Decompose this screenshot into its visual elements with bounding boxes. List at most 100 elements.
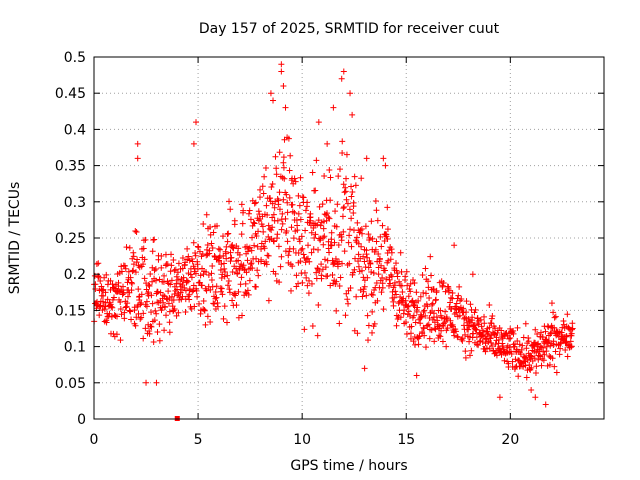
- data-point: [442, 288, 449, 295]
- data-point: [301, 326, 308, 333]
- data-point: [461, 331, 468, 338]
- data-point: [380, 306, 387, 313]
- data-point: [558, 329, 565, 336]
- data-point: [95, 274, 102, 281]
- data-point: [256, 211, 263, 218]
- data-point: [123, 244, 130, 251]
- data-point: [293, 272, 300, 279]
- data-point: [523, 374, 530, 381]
- data-point: [247, 216, 254, 223]
- data-point: [149, 248, 156, 255]
- data-point: [248, 247, 255, 254]
- data-point: [403, 331, 410, 338]
- data-point: [522, 320, 529, 327]
- data-point: [232, 292, 239, 299]
- data-point: [281, 175, 288, 182]
- data-point: [142, 325, 149, 332]
- data-point: [379, 284, 386, 291]
- data-point: [203, 269, 210, 276]
- data-point: [218, 261, 225, 268]
- data-point: [413, 308, 420, 315]
- data-point: [258, 256, 265, 263]
- data-point: [310, 246, 317, 253]
- data-point: [168, 277, 175, 284]
- data-point: [117, 337, 124, 344]
- data-point: [477, 316, 484, 323]
- data-point: [536, 352, 543, 359]
- data-point: [426, 335, 433, 342]
- data-point: [452, 328, 459, 335]
- data-point: [212, 295, 219, 302]
- data-point: [108, 303, 115, 310]
- data-point: [534, 330, 541, 337]
- data-point: [562, 346, 569, 353]
- data-point: [192, 250, 199, 257]
- data-point: [173, 286, 180, 293]
- data-point: [234, 270, 241, 277]
- data-point: [268, 184, 275, 191]
- data-point: [415, 341, 422, 348]
- data-point: [402, 297, 409, 304]
- data-point: [362, 223, 369, 230]
- data-point: [549, 355, 556, 362]
- data-point: [445, 289, 452, 296]
- data-point: [487, 335, 494, 342]
- data-point: [373, 280, 380, 287]
- data-point: [546, 353, 553, 360]
- data-point: [145, 289, 152, 296]
- data-point: [211, 253, 218, 260]
- data-point: [434, 317, 441, 324]
- data-point: [162, 251, 169, 258]
- data-point: [379, 274, 386, 281]
- data-point: [481, 313, 488, 320]
- data-point: [473, 326, 480, 333]
- data-point: [121, 315, 128, 322]
- data-point: [496, 394, 503, 401]
- data-point: [208, 240, 215, 247]
- data-point: [358, 243, 365, 250]
- data-point: [125, 268, 132, 275]
- data-point: [97, 277, 104, 284]
- data-point: [456, 312, 463, 319]
- data-point: [326, 166, 333, 173]
- data-point: [194, 243, 201, 250]
- data-point: [287, 287, 294, 294]
- data-point: [422, 312, 429, 319]
- data-point: [282, 104, 289, 111]
- data-point: [447, 299, 454, 306]
- data-point: [539, 333, 546, 340]
- data-point: [383, 231, 390, 238]
- data-point: [303, 274, 310, 281]
- data-point: [138, 300, 145, 307]
- data-point: [193, 119, 199, 126]
- data-point: [115, 283, 122, 290]
- data-point: [449, 295, 456, 302]
- data-point: [378, 289, 385, 296]
- data-point: [374, 217, 381, 224]
- data-point: [370, 270, 377, 277]
- data-point: [515, 373, 522, 380]
- data-point: [207, 224, 214, 231]
- data-point: [472, 306, 479, 313]
- data-point: [100, 292, 107, 299]
- data-point: [334, 261, 341, 268]
- data-point: [154, 288, 161, 295]
- data-point: [200, 298, 207, 305]
- data-point: [138, 291, 145, 298]
- data-point: [184, 245, 191, 252]
- data-point: [408, 323, 415, 330]
- data-point: [382, 267, 389, 274]
- data-point: [274, 217, 281, 224]
- data-point: [448, 306, 455, 313]
- data-point: [550, 309, 557, 316]
- data-point: [569, 326, 576, 333]
- data-point: [320, 218, 327, 225]
- data-point: [327, 241, 334, 248]
- data-point: [354, 330, 361, 337]
- data-point: [353, 293, 360, 300]
- data-point: [369, 235, 376, 242]
- data-point: [130, 253, 137, 260]
- data-point: [437, 333, 444, 340]
- data-point: [225, 278, 232, 285]
- data-point: [314, 332, 321, 339]
